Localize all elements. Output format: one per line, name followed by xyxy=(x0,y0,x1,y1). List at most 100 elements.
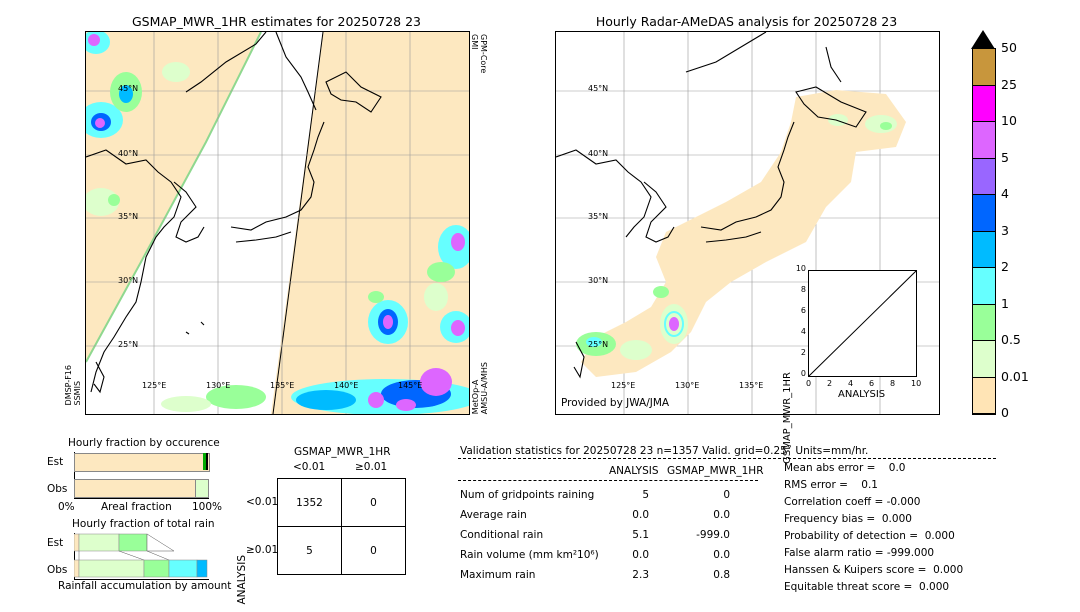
validation-row-gsmap: 0.0 xyxy=(713,549,730,561)
validation-score: False alarm ratio = -999.000 xyxy=(784,547,935,559)
right-lat-label-25: 25°N xyxy=(588,340,609,349)
left-lon-label-140: 140°E xyxy=(334,381,359,390)
fraction-occurrence-obs-rain xyxy=(195,479,209,498)
right-lat-label-30: 30°N xyxy=(588,276,609,285)
left-lat-label-45: 45°N xyxy=(118,84,139,93)
contingency-table: 1352 0 5 0 xyxy=(277,478,406,575)
validation-score: Correlation coeff = -0.000 xyxy=(784,496,921,508)
left-lat-label-40: 40°N xyxy=(118,149,139,158)
colorbar-segment xyxy=(973,231,995,268)
fraction-rain-title: Hourly fraction of total rain xyxy=(72,518,215,530)
colorbar-segment xyxy=(973,49,995,86)
left-lon-label-135: 135°E xyxy=(270,381,295,390)
scatter-ytick: 10 xyxy=(795,264,806,273)
colorbar-extend-arrow xyxy=(971,30,995,49)
validation-row-label: Average rain xyxy=(460,509,527,521)
contingency-cell-01: 0 xyxy=(341,478,406,527)
scatter-canvas xyxy=(808,270,917,377)
validation-row-gsmap: 0 xyxy=(723,489,730,501)
validation-row-analysis: 0.0 xyxy=(632,549,649,561)
colorbar-label: 3 xyxy=(1001,222,1009,238)
contingency-cell-00: 1352 xyxy=(277,478,342,527)
left-coastline xyxy=(86,32,382,394)
fraction-occurrence-axes xyxy=(74,452,209,499)
scatter-xtick: 8 xyxy=(890,379,896,388)
fraction-occurrence-est-edge xyxy=(206,453,208,470)
right-lat-label-35: 35°N xyxy=(588,212,609,221)
colorbar-segment xyxy=(973,377,995,414)
validation-score: Probability of detection = 0.000 xyxy=(784,530,955,542)
validation-score: Equitable threat score = 0.000 xyxy=(784,581,950,593)
left-lon-label-130: 130°E xyxy=(206,381,231,390)
validation-row-analysis: 2.3 xyxy=(632,569,649,581)
fraction-rain-caption: Rainfall accumulation by amount xyxy=(58,580,232,592)
contingency-col-1: ≥0.01 xyxy=(355,461,388,473)
fraction-rain-est-label: Est xyxy=(47,537,64,549)
scatter-xlabel: ANALYSIS xyxy=(838,389,886,400)
validation-score: Mean abs error = 0.0 xyxy=(784,462,906,474)
colorbar-segment xyxy=(973,158,995,195)
validation-header: Validation statistics for 20250728 23 n=… xyxy=(460,445,869,457)
colorbar-label: 0.01 xyxy=(1001,368,1029,384)
fraction-axis-left: 0% xyxy=(58,501,75,513)
colorbar-label: 0.5 xyxy=(1001,332,1021,347)
validation-row-gsmap: 0.8 xyxy=(713,569,730,581)
validation-score: Hanssen & Kuipers score = 0.000 xyxy=(784,564,964,576)
validation-score: Frequency bias = 0.000 xyxy=(784,513,912,525)
fraction-occurrence-obs-label: Obs xyxy=(47,483,68,495)
colorbar-segment xyxy=(973,341,995,378)
contingency-row-0: <0.01 xyxy=(246,496,279,508)
left-precip xyxy=(86,32,469,414)
fraction-axis-right: 100% xyxy=(192,501,223,513)
validation-col-gsmap: GSMAP_MWR_1HR xyxy=(667,465,764,477)
colorbar-segment xyxy=(973,268,995,305)
validation-score: RMS error = 0.1 xyxy=(784,479,878,491)
scatter-diagonal xyxy=(808,270,917,377)
scatter-plot xyxy=(808,270,917,377)
fraction-rain-axes xyxy=(74,533,209,580)
validation-row-label: Conditional rain xyxy=(460,529,544,541)
right-map-credit: Provided by JWA/JMA xyxy=(561,397,670,409)
scatter-xtick: 4 xyxy=(848,379,854,388)
scatter-xtick: 0 xyxy=(806,379,812,388)
fraction-occurrence-est-label: Est xyxy=(47,456,64,468)
scatter-ytick: 2 xyxy=(800,348,806,357)
contingency-title: GSMAP_MWR_1HR xyxy=(294,446,391,458)
left-sensor-left: DMSP-F16 SSMIS xyxy=(64,365,82,406)
colorbar-label: 5 xyxy=(1001,149,1009,165)
contingency-row-axis: ANALYSIS xyxy=(236,555,248,605)
contingency-cell-10: 5 xyxy=(277,526,342,575)
left-lon-label-125: 125°E xyxy=(142,381,167,390)
validation-row-gsmap: -999.0 xyxy=(696,529,730,541)
colorbar-label: 0 xyxy=(1001,405,1009,420)
right-coastline xyxy=(556,32,867,379)
left-map-canvas xyxy=(86,32,469,414)
scatter-ytick: 6 xyxy=(800,306,806,315)
validation-row-label: Maximum rain xyxy=(460,569,536,581)
validation-row-analysis: 5.1 xyxy=(632,529,649,541)
fraction-occurrence-est-rain xyxy=(203,453,206,470)
left-sensor-right: MetOp-A AMSU-A/MHS xyxy=(471,362,489,415)
colorbar-label: 10 xyxy=(1001,113,1017,128)
contingency-row-1: ≥0.01 xyxy=(246,544,279,556)
validation-row-label: Num of gridpoints raining xyxy=(460,489,595,501)
left-swath-edge-east xyxy=(272,32,324,414)
right-map-title: Hourly Radar-AMeDAS analysis for 2025072… xyxy=(595,14,898,29)
fraction-axis-mid: Areal fraction xyxy=(101,501,172,513)
fraction-rain-bars xyxy=(74,533,208,578)
colorbar xyxy=(972,48,996,415)
right-lon-label-125: 125°E xyxy=(611,381,636,390)
colorbar-label: 4 xyxy=(1001,186,1009,201)
scatter-xtick: 10 xyxy=(911,379,922,388)
colorbar-segment xyxy=(973,122,995,159)
colorbar-segment xyxy=(973,195,995,232)
validation-row-analysis: 0.0 xyxy=(632,509,649,521)
colorbar-label: 50 xyxy=(1001,40,1017,55)
right-precip xyxy=(576,114,897,360)
contingency-col-0: <0.01 xyxy=(293,461,326,473)
left-lat-label-25: 25°N xyxy=(118,340,139,349)
colorbar-segment xyxy=(973,85,995,122)
validation-divider-mid xyxy=(458,480,758,481)
right-lat-label-45: 45°N xyxy=(588,84,609,93)
scatter-ytick: 8 xyxy=(800,285,806,294)
